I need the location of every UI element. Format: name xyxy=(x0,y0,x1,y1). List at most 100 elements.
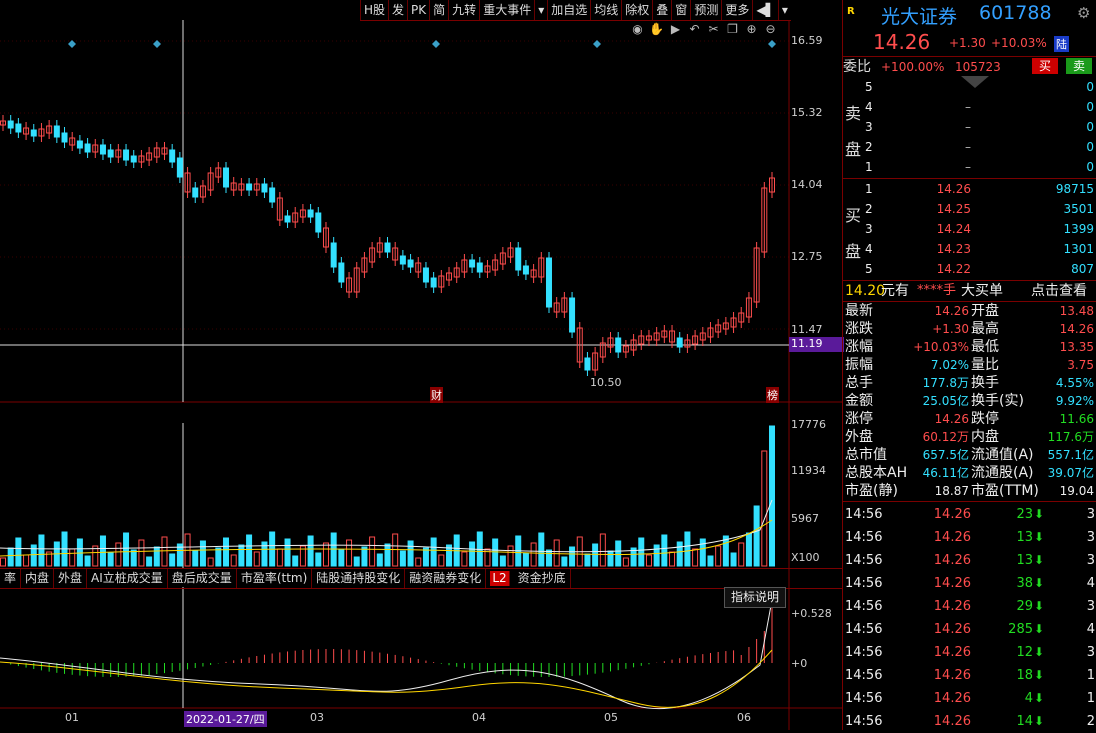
order-book-row[interactable]: 4 – 0 xyxy=(843,97,1096,117)
toolbar-button[interactable]: 九转 xyxy=(448,0,479,20)
order-book-row[interactable]: 5 14.22 807 xyxy=(843,259,1096,279)
candle-body xyxy=(615,337,622,353)
volume-bar xyxy=(338,549,345,567)
volume-bar xyxy=(499,555,506,567)
candlestick-chart[interactable] xyxy=(0,0,842,730)
financial-report-marker[interactable]: 财 xyxy=(430,387,443,403)
indicator-tab[interactable]: 率 xyxy=(0,569,22,588)
play-icon[interactable]: ▶ xyxy=(670,22,681,36)
volume-bar xyxy=(153,546,160,567)
candle-body xyxy=(353,267,360,293)
volume-bar xyxy=(146,556,153,567)
toolbar-button[interactable]: 叠 xyxy=(652,0,671,20)
stock-code: 601788 xyxy=(979,2,1052,24)
toolbar-button[interactable]: H股 xyxy=(360,0,388,20)
volume-bar xyxy=(223,537,230,567)
order-book-row[interactable]: 2 14.25 3501 xyxy=(843,199,1096,219)
quote-value: 25.05亿 xyxy=(922,394,969,408)
order-book-row[interactable]: 4 14.23 1301 xyxy=(843,239,1096,259)
down-arrow-icon: ⬇ xyxy=(1034,553,1045,567)
tick-count: 3 xyxy=(1086,553,1095,568)
candle-body xyxy=(107,149,114,158)
order-book-row[interactable]: 1 – 0 xyxy=(843,157,1096,177)
toolbar-button[interactable]: ▾ xyxy=(777,0,791,20)
indicator-tab[interactable]: 盘后成交量 xyxy=(168,569,237,588)
macd-axis-label: +0 xyxy=(791,657,808,670)
volume-bar xyxy=(161,536,168,567)
eye-icon[interactable]: ◉ xyxy=(632,22,643,36)
toolbar-button[interactable]: 更多 xyxy=(721,0,752,20)
hand-icon[interactable]: ✋ xyxy=(649,22,664,36)
toolbar-button[interactable]: 除权 xyxy=(621,0,652,20)
order-book-row[interactable]: 5 0 xyxy=(843,77,1096,97)
volume-bar xyxy=(738,542,745,567)
tick-row: 14:56 14.26 38 ⬇ 4 xyxy=(843,572,1096,595)
copy-icon[interactable]: ❐ xyxy=(727,22,738,36)
gear-icon[interactable]: ⚙ xyxy=(1077,4,1091,22)
indicator-tab[interactable]: L2 xyxy=(490,571,510,586)
toolbar-button[interactable]: 发 xyxy=(388,0,407,20)
quote-value: 11.66 xyxy=(1059,412,1094,426)
sell-button[interactable]: 卖 xyxy=(1066,58,1092,74)
undo-icon[interactable]: ↶ xyxy=(689,22,700,36)
indicator-tab[interactable]: 陆股通持股变化 xyxy=(312,569,406,588)
toolbar-button[interactable]: ▾ xyxy=(534,0,547,20)
latest-price: 14.26 xyxy=(873,30,931,54)
chart-area[interactable]: H股发 PK 简九转 重大事件 ▾ 加自选 均线 除权叠窗预测 更多 ◀▌ ▾ ◉ ✋ ▶ ↶ ✂ … xyxy=(0,0,844,730)
candle-body xyxy=(669,330,676,343)
order-book-row[interactable]: 1 14.26 98715 xyxy=(843,179,1096,199)
indicator-tab[interactable]: 融资融券变化 xyxy=(405,569,487,588)
candle-body xyxy=(607,337,614,348)
order-book-row[interactable]: 3 – 0 xyxy=(843,117,1096,137)
volume-bar xyxy=(7,547,14,567)
indicator-tab[interactable]: 资金抄底 xyxy=(514,569,571,588)
quote-key: 换手 xyxy=(971,375,999,391)
scissors-icon[interactable]: ✂ xyxy=(708,22,719,36)
candle-body xyxy=(761,187,768,253)
big-order-row[interactable]: 14.20 元有 ****手 大买单 点击查看 xyxy=(843,281,1096,301)
quote-value: 7.02% xyxy=(930,358,969,372)
candle-body xyxy=(315,212,322,233)
volume-bar xyxy=(692,548,699,567)
toolbar-button[interactable]: 加自选 xyxy=(547,0,590,20)
down-arrow-icon: ⬇ xyxy=(1034,645,1045,659)
order-price: – xyxy=(965,160,971,174)
indicator-tab[interactable]: 市盈率(ttm) xyxy=(237,569,313,588)
toolbar-button[interactable]: PK xyxy=(407,0,429,20)
indicator-tab[interactable]: 外盘 xyxy=(54,569,88,588)
toolbar-button[interactable]: 窗 xyxy=(671,0,690,20)
order-book-row[interactable]: 3 14.24 1399 xyxy=(843,219,1096,239)
toolbar-button[interactable]: 简 xyxy=(429,0,448,20)
order-volume: 0 xyxy=(1086,80,1094,94)
quote-key: 外盘 xyxy=(845,429,873,445)
quote-value: +1.30 xyxy=(932,322,969,336)
ranking-marker[interactable]: 榜 xyxy=(766,387,779,403)
order-level: 5 xyxy=(865,262,873,276)
toolbar-button[interactable]: ◀▌ xyxy=(752,0,777,20)
order-level: 1 xyxy=(865,160,873,174)
toolbar-button[interactable]: 均线 xyxy=(590,0,621,20)
candle-body xyxy=(130,155,137,163)
volume-bar xyxy=(661,534,668,567)
toolbar-button[interactable]: 重大事件 xyxy=(479,0,534,20)
tick-price: 14.26 xyxy=(933,691,971,706)
candle-body xyxy=(199,185,206,198)
collapse-arrow-icon[interactable] xyxy=(961,76,989,88)
zoom-in-icon[interactable]: ⊕ xyxy=(746,22,757,36)
order-price: 14.25 xyxy=(936,202,971,216)
order-book-row[interactable]: 2 – 0 xyxy=(843,137,1096,157)
volume-bar xyxy=(592,543,599,567)
candle-body xyxy=(299,209,306,218)
toolbar-button[interactable]: 预测 xyxy=(690,0,721,20)
indicator-help-button[interactable]: 指标说明 xyxy=(724,587,787,608)
indicator-tab[interactable]: AI立桩成交量 xyxy=(87,569,168,588)
buy-button[interactable]: 买 xyxy=(1032,58,1058,74)
zoom-out-icon[interactable]: ⊖ xyxy=(765,22,776,36)
indicator-tab[interactable]: 内盘 xyxy=(21,569,55,588)
order-price: 14.22 xyxy=(936,262,971,276)
order-volume: 0 xyxy=(1086,120,1094,134)
event-diamond-icon xyxy=(432,40,440,48)
big-order-link[interactable]: 点击查看 xyxy=(1031,283,1087,299)
candle-body xyxy=(684,339,691,348)
tick-count: 3 xyxy=(1086,507,1095,522)
